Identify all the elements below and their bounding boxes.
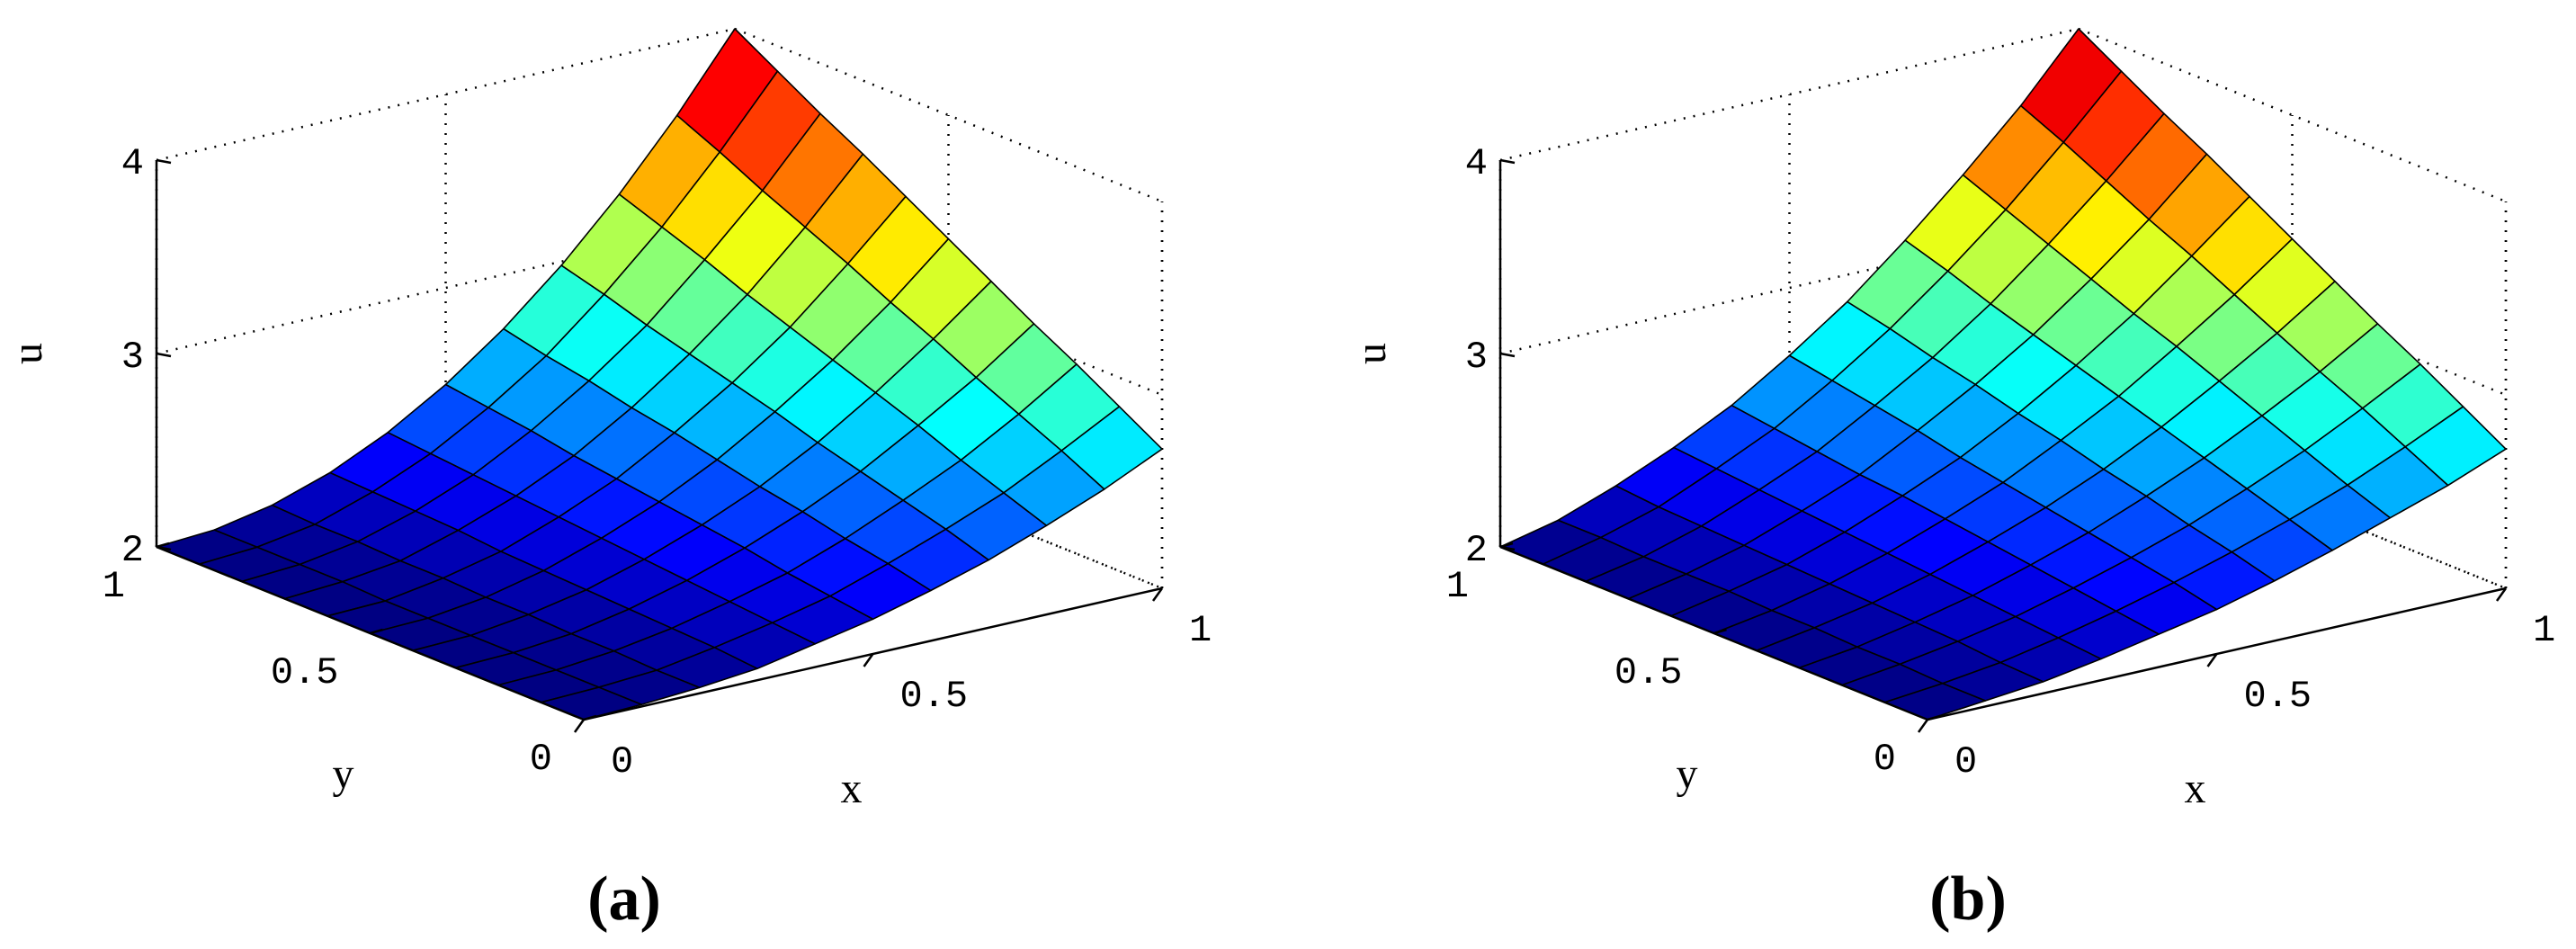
x-tick (863, 653, 874, 667)
x-tick (1917, 719, 1929, 733)
x-tick-label: 0 (1954, 740, 1977, 783)
z-axis-title: u (4, 343, 51, 364)
z-tick-label: 4 (1465, 142, 1488, 185)
z-tick-label: 3 (1465, 336, 1488, 379)
x-tick-label: 1 (2533, 609, 2555, 652)
z-tick (1499, 158, 1516, 165)
z-tick (156, 158, 172, 165)
y-tick (1927, 714, 1941, 721)
z-tick (156, 545, 172, 551)
y-tick-label: 1 (103, 565, 125, 608)
z-tick-label: 3 (121, 336, 144, 379)
x-tick (2206, 653, 2218, 667)
y-tick (1713, 628, 1727, 635)
z-tick-label: 2 (121, 529, 144, 572)
z-tick (1499, 545, 1516, 551)
z-tick (156, 352, 172, 358)
x-axis-title: x (841, 765, 863, 812)
z-tick-label: 2 (1465, 529, 1488, 572)
z-tick (1499, 352, 1516, 358)
z-tick-label: 4 (121, 142, 144, 185)
y-tick (583, 714, 597, 721)
y-tick-label: 0 (530, 738, 552, 781)
x-tick (1151, 587, 1164, 602)
y-axis-title: y (1677, 750, 1698, 798)
caption: (a) (587, 864, 661, 934)
y-tick-label: 0.5 (271, 651, 339, 694)
x-tick (573, 719, 586, 733)
x-tick-label: 0 (611, 740, 633, 783)
caption: (b) (1929, 864, 2007, 934)
x-axis-title: x (2185, 765, 2206, 812)
y-tick (370, 628, 383, 635)
z-axis-title: u (1347, 343, 1395, 364)
y-axis-title: y (333, 750, 354, 798)
x-tick (2495, 587, 2508, 602)
y-tick-label: 1 (1446, 565, 1469, 608)
x-tick-label: 1 (1189, 609, 1212, 652)
y-tick-label: 0.5 (1614, 651, 1683, 694)
x-tick-label: 0.5 (2244, 675, 2312, 718)
y-tick-label: 0 (1874, 738, 1896, 781)
x-tick-label: 0.5 (900, 675, 969, 718)
